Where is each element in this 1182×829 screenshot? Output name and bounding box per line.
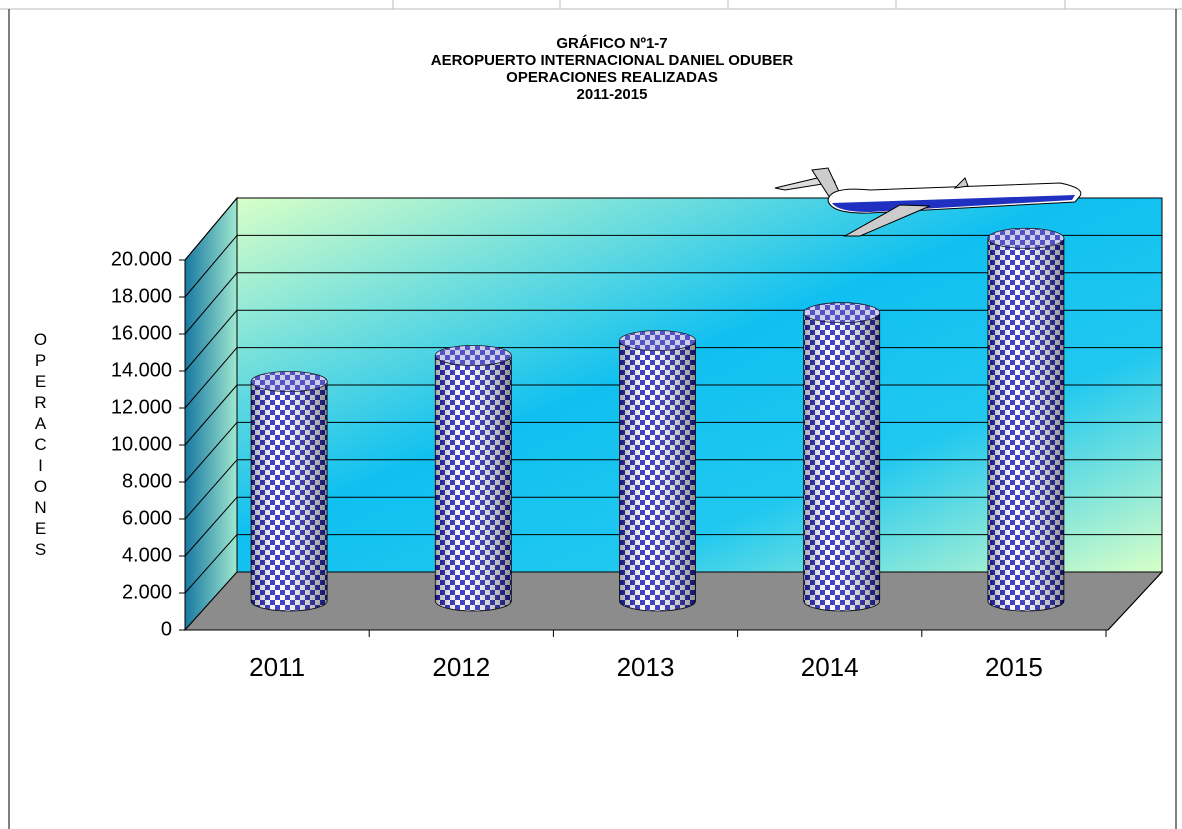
cylinder-shade bbox=[987, 238, 1064, 612]
y-tick-label: 20.000 bbox=[111, 248, 172, 270]
y-axis-title: OPERACIONES bbox=[31, 330, 50, 561]
y-tick-label: 8.000 bbox=[122, 470, 172, 492]
bars bbox=[250, 227, 1065, 612]
floor-edge bbox=[1107, 571, 1163, 631]
title-line: 2011-2015 bbox=[577, 86, 648, 103]
grid-line-side bbox=[184, 309, 238, 372]
cylinder-top-shade bbox=[435, 345, 512, 366]
grid-line-side bbox=[184, 197, 238, 261]
title-line: OPERACIONES REALIZADAS bbox=[506, 69, 718, 86]
grid-line-side bbox=[184, 384, 238, 446]
bar bbox=[434, 345, 512, 612]
x-tick-label: 2012 bbox=[432, 652, 490, 682]
grid-line-side bbox=[184, 534, 238, 594]
grid bbox=[179, 197, 1162, 637]
cylinder-top-shade bbox=[619, 330, 696, 351]
y-tick-label: 0 bbox=[161, 618, 172, 640]
x-tick-label: 2015 bbox=[985, 652, 1043, 682]
airplane-icon bbox=[774, 167, 1082, 237]
cylinder-shade bbox=[619, 340, 696, 611]
cylinder-shade bbox=[435, 355, 512, 611]
bar bbox=[803, 302, 881, 612]
grid-line-side bbox=[184, 235, 238, 298]
x-tick-label: 2011 bbox=[249, 652, 305, 682]
grid-line-side bbox=[184, 347, 238, 409]
cylinder-shade bbox=[803, 312, 880, 611]
y-tick-label: 10.000 bbox=[111, 433, 172, 455]
title-line: GRÁFICO Nº1-7 bbox=[556, 35, 667, 52]
grid-line-side bbox=[184, 422, 238, 483]
cylinder-top bbox=[434, 345, 512, 366]
cylinder-top bbox=[619, 330, 696, 352]
grid-line-side bbox=[184, 459, 238, 520]
grid-line-side bbox=[184, 496, 238, 557]
x-tick-label: 2013 bbox=[617, 652, 675, 682]
bar bbox=[987, 227, 1065, 612]
cylinder-top-shade bbox=[987, 228, 1064, 249]
title-line: AEROPUERTO INTERNACIONAL DANIEL ODUBER bbox=[431, 52, 794, 69]
cylinder-top-shade bbox=[803, 302, 880, 323]
y-tick-label: 2.000 bbox=[122, 581, 172, 603]
bar bbox=[619, 330, 696, 612]
y-tick-label: 16.000 bbox=[111, 322, 172, 344]
y-tick-label: 18.000 bbox=[111, 285, 172, 307]
x-tick-label: 2014 bbox=[801, 652, 859, 682]
y-tick-label: 6.000 bbox=[122, 507, 172, 529]
y-tick-label: 12.000 bbox=[111, 396, 172, 418]
cylinder-shade bbox=[251, 381, 328, 611]
y-tick-label: 14.000 bbox=[111, 359, 172, 381]
grid-line-side bbox=[184, 272, 238, 335]
side-wall bbox=[184, 196, 238, 632]
cylinder-top bbox=[987, 227, 1065, 249]
cylinder-top bbox=[803, 302, 881, 324]
cylinder-top-shade bbox=[251, 371, 328, 392]
cylinder-top bbox=[250, 371, 328, 392]
y-tick-label: 4.000 bbox=[122, 544, 172, 566]
bar bbox=[250, 371, 328, 612]
